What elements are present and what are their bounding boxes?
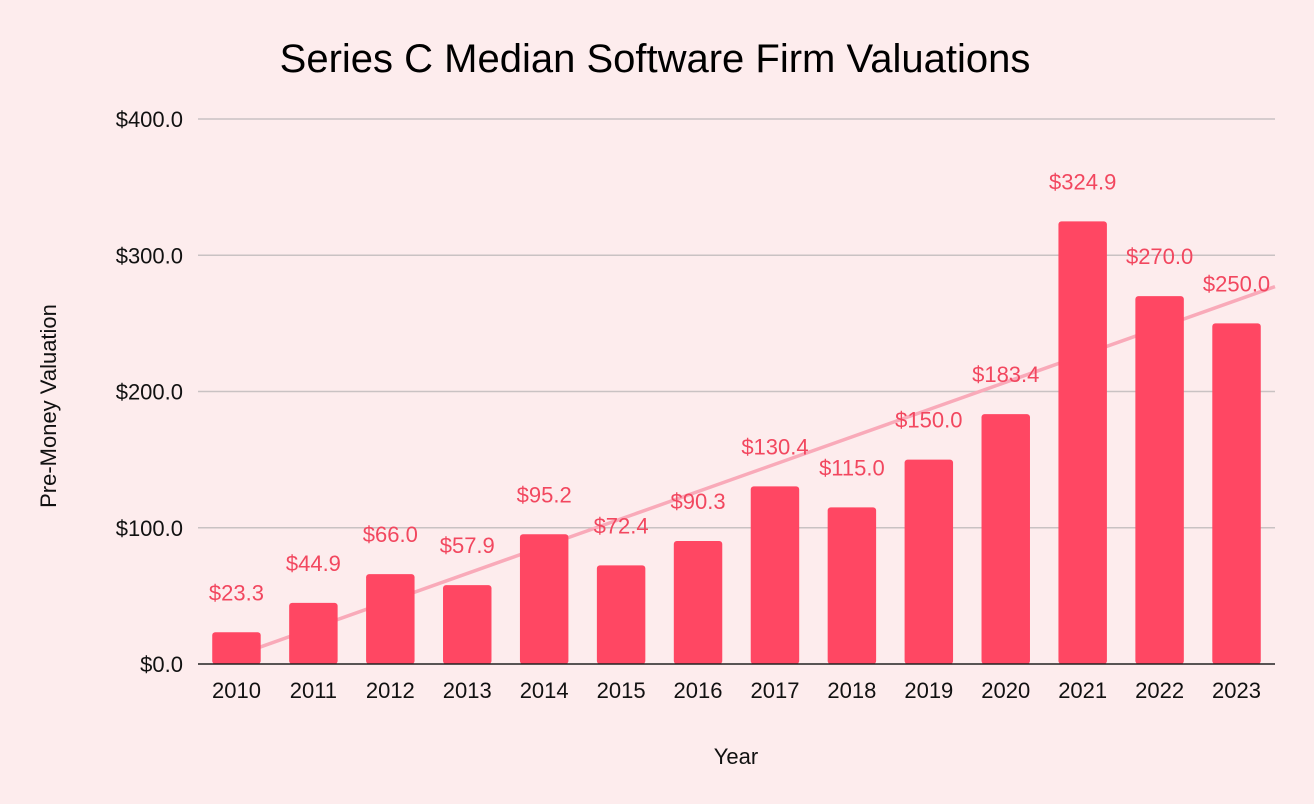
y-tick-label: $300.0: [116, 243, 183, 268]
x-axis-ticks: 2010 2011 2012 2013 2014 2015 2016 2017 2018 2019…: [212, 678, 1261, 703]
bar-2020: [981, 414, 1030, 664]
data-label-2014: $95.2: [517, 482, 572, 507]
data-label-2021: $324.9: [1049, 169, 1116, 194]
x-tick-label: 2017: [750, 678, 799, 703]
bar-2010: [212, 632, 261, 664]
data-label-2017: $130.4: [741, 434, 808, 459]
x-tick-label: 2020: [981, 678, 1030, 703]
bar-2013: [443, 585, 492, 664]
x-tick-label: 2021: [1058, 678, 1107, 703]
data-label-2015: $72.4: [594, 513, 649, 538]
bar-2016: [673, 540, 723, 664]
data-label-2020: $183.4: [972, 362, 1039, 387]
bar-2011: [289, 602, 338, 664]
y-tick-label: $200.0: [116, 380, 183, 405]
x-tick-label: 2015: [597, 678, 646, 703]
chart-title: Series C Median Software Firm Valuations: [280, 37, 1031, 81]
x-tick-label: 2012: [366, 678, 415, 703]
y-tick-label: $400.0: [116, 107, 183, 132]
bar-2017: [750, 486, 800, 664]
bar-2018: [827, 507, 877, 664]
x-tick-label: 2016: [674, 678, 723, 703]
bar-2014: [519, 534, 569, 664]
x-tick-label: 2022: [1135, 678, 1184, 703]
y-tick-label: $100.0: [116, 516, 183, 541]
data-label-2011: $44.9: [286, 551, 341, 576]
data-label-2022: $270.0: [1126, 244, 1193, 269]
y-axis-ticks: $0.0 $100.0 $200.0 $300.0 $400.0: [116, 107, 183, 677]
data-label-2012: $66.0: [363, 522, 418, 547]
bar-2023: [1212, 323, 1261, 664]
x-tick-label: 2023: [1212, 678, 1261, 703]
data-label-2016: $90.3: [671, 489, 726, 514]
data-label-2023: $250.0: [1203, 271, 1270, 296]
y-tick-label: $0.0: [140, 652, 183, 677]
x-tick-label: 2013: [443, 678, 492, 703]
data-label-2018: $115.0: [819, 455, 885, 480]
data-label-2010: $23.3: [209, 580, 264, 605]
bar-2015: [596, 565, 646, 664]
bar-2021: [1058, 221, 1107, 665]
x-tick-label: 2011: [290, 678, 337, 703]
bars: [212, 221, 1261, 665]
data-label-2013: $57.9: [440, 533, 495, 558]
y-axis-title: Pre-Money Valuation: [36, 304, 61, 508]
x-tick-label: 2019: [904, 678, 953, 703]
data-label-2019: $150.0: [895, 408, 962, 433]
x-tick-label: 2018: [827, 678, 876, 703]
x-axis-title: Year: [714, 744, 758, 769]
bar-2022: [1135, 296, 1184, 664]
bar-2019: [904, 459, 954, 664]
data-labels: $23.3 $44.9 $66.0 $57.9 $95.2 $72.4 $90.3 $130.…: [209, 169, 1270, 605]
bar-2012: [366, 574, 415, 664]
x-tick-label: 2014: [520, 678, 569, 703]
x-tick-label: 2010: [212, 678, 261, 703]
